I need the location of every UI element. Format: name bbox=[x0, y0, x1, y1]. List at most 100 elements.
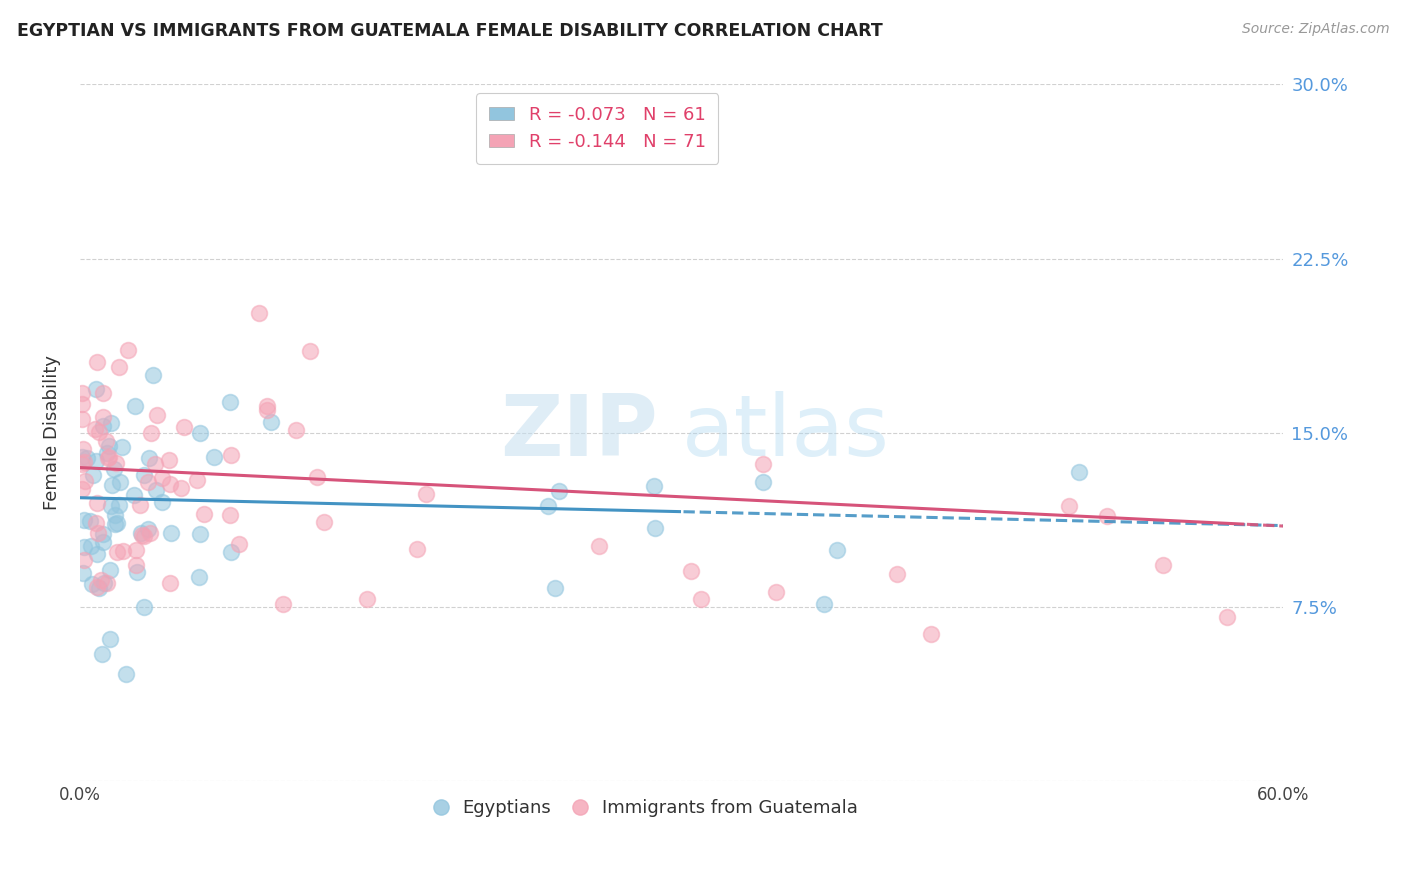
Point bbox=[228, 536, 250, 550]
Point bbox=[93, 575, 115, 590]
Point bbox=[122, 488, 145, 502]
Point bbox=[219, 448, 242, 462]
Point bbox=[142, 368, 165, 382]
Point bbox=[111, 440, 134, 454]
Point bbox=[80, 539, 103, 553]
Point bbox=[134, 529, 156, 543]
Point bbox=[356, 592, 378, 607]
Point bbox=[134, 600, 156, 615]
Point bbox=[173, 420, 195, 434]
Point bbox=[100, 417, 122, 431]
Point bbox=[94, 434, 117, 448]
Text: atlas: atlas bbox=[682, 392, 890, 475]
Point bbox=[920, 626, 942, 640]
Point bbox=[125, 542, 148, 557]
Point bbox=[285, 423, 308, 437]
Point bbox=[90, 573, 112, 587]
Point bbox=[93, 385, 115, 400]
Point bbox=[111, 544, 134, 558]
Point bbox=[588, 540, 610, 554]
Point bbox=[103, 462, 125, 476]
Point bbox=[1152, 558, 1174, 572]
Point bbox=[150, 495, 173, 509]
Point bbox=[70, 450, 93, 464]
Point bbox=[70, 457, 93, 471]
Point bbox=[97, 439, 120, 453]
Point bbox=[105, 516, 128, 530]
Point bbox=[76, 451, 98, 466]
Point bbox=[91, 534, 114, 549]
Point bbox=[128, 498, 150, 512]
Point bbox=[644, 521, 666, 535]
Point bbox=[79, 514, 101, 528]
Point bbox=[170, 481, 193, 495]
Point bbox=[548, 483, 571, 498]
Point bbox=[72, 541, 94, 555]
Point bbox=[70, 483, 93, 497]
Text: EGYPTIAN VS IMMIGRANTS FROM GUATEMALA FEMALE DISABILITY CORRELATION CHART: EGYPTIAN VS IMMIGRANTS FROM GUATEMALA FE… bbox=[17, 22, 883, 40]
Point bbox=[91, 410, 114, 425]
Point bbox=[187, 570, 209, 584]
Point bbox=[138, 525, 160, 540]
Point bbox=[1059, 499, 1081, 513]
Point bbox=[219, 508, 242, 522]
Point bbox=[188, 425, 211, 440]
Point bbox=[305, 469, 328, 483]
Point bbox=[143, 457, 166, 471]
Point bbox=[131, 527, 153, 541]
Point bbox=[131, 525, 153, 540]
Point bbox=[124, 399, 146, 413]
Point bbox=[104, 517, 127, 532]
Point bbox=[138, 475, 160, 489]
Point bbox=[97, 450, 120, 464]
Point bbox=[415, 487, 437, 501]
Point bbox=[84, 383, 107, 397]
Point bbox=[1097, 509, 1119, 524]
Point bbox=[107, 498, 129, 512]
Point bbox=[152, 470, 174, 484]
Point bbox=[160, 525, 183, 540]
Point bbox=[643, 479, 665, 493]
Point bbox=[752, 475, 775, 490]
Point bbox=[202, 450, 225, 464]
Point bbox=[96, 576, 118, 591]
Point bbox=[86, 526, 108, 541]
Point bbox=[86, 547, 108, 561]
Legend: Egyptians, Immigrants from Guatemala: Egyptians, Immigrants from Guatemala bbox=[426, 792, 865, 824]
Point bbox=[115, 667, 138, 681]
Point bbox=[247, 306, 270, 320]
Point bbox=[101, 478, 124, 492]
Point bbox=[406, 541, 429, 556]
Point bbox=[97, 451, 120, 466]
Point bbox=[157, 453, 180, 467]
Point bbox=[314, 515, 336, 529]
Point bbox=[271, 597, 294, 611]
Point bbox=[1215, 609, 1237, 624]
Point bbox=[98, 632, 121, 647]
Point bbox=[219, 394, 242, 409]
Point bbox=[86, 355, 108, 369]
Point bbox=[105, 545, 128, 559]
Point bbox=[108, 475, 131, 490]
Point bbox=[86, 496, 108, 510]
Point bbox=[886, 567, 908, 582]
Point bbox=[70, 397, 93, 411]
Point bbox=[145, 483, 167, 498]
Point bbox=[813, 597, 835, 611]
Point bbox=[125, 566, 148, 580]
Point bbox=[72, 442, 94, 456]
Point bbox=[219, 545, 242, 559]
Point bbox=[260, 416, 283, 430]
Point bbox=[100, 499, 122, 513]
Point bbox=[136, 523, 159, 537]
Point bbox=[159, 476, 181, 491]
Point bbox=[108, 360, 131, 375]
Point bbox=[146, 409, 169, 423]
Point bbox=[125, 558, 148, 572]
Point bbox=[256, 403, 278, 417]
Point bbox=[825, 542, 848, 557]
Point bbox=[186, 473, 208, 487]
Point bbox=[96, 446, 118, 460]
Point bbox=[765, 585, 787, 599]
Point bbox=[73, 513, 96, 527]
